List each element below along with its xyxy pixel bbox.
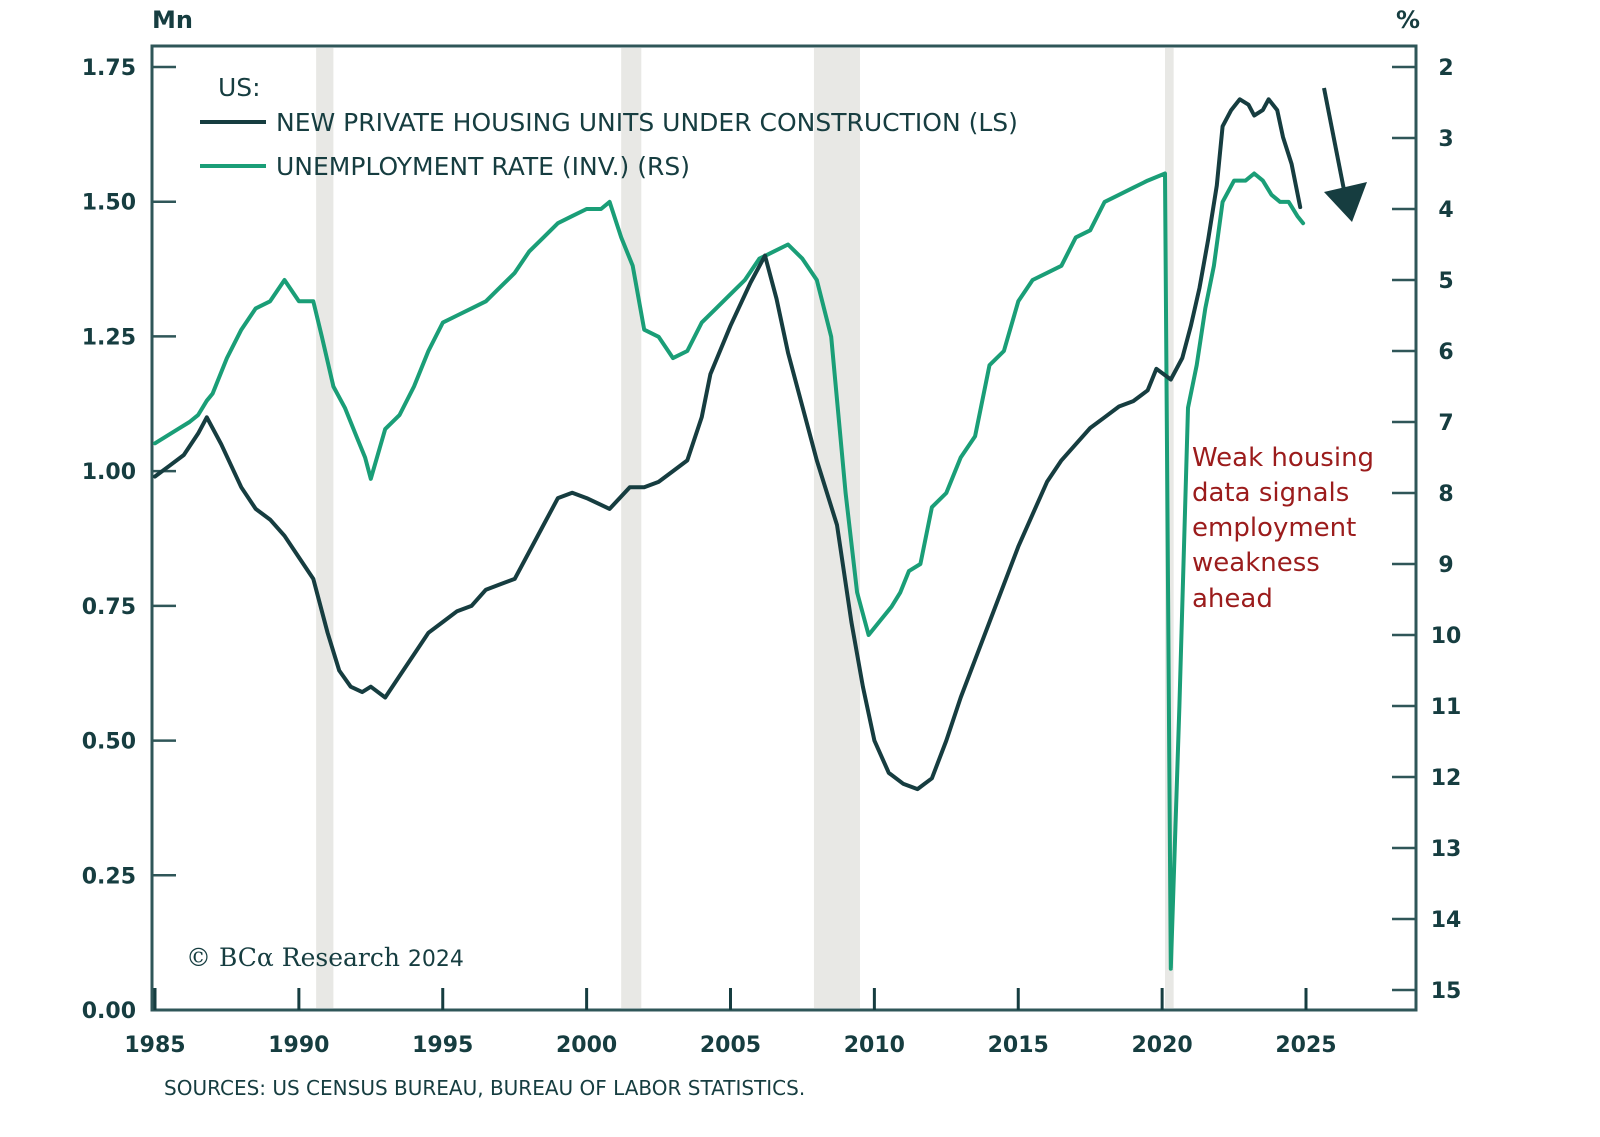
right-tick-label: 12	[1431, 766, 1462, 791]
recession-band	[316, 48, 334, 1008]
left-tick-label: 1.00	[82, 460, 136, 485]
annotation-line: employment	[1192, 513, 1356, 543]
right-tick-label: 7	[1438, 411, 1453, 436]
left-tick-label: 1.50	[82, 191, 136, 216]
housing-units-line	[153, 97, 1303, 792]
copyright-alpha: α	[257, 943, 274, 972]
left-tick-label: 1.75	[82, 56, 136, 81]
legend-label-housing: NEW PRIVATE HOUSING UNITS UNDER CONSTRUC…	[276, 108, 1018, 137]
down-arrow-icon	[1322, 87, 1367, 222]
right-tick-label: 14	[1431, 908, 1462, 933]
right-tick-label: 8	[1438, 482, 1453, 507]
right-tick-label: 13	[1431, 837, 1462, 862]
x-tick-label: 1985	[124, 1033, 185, 1058]
right-tick-label: 10	[1431, 624, 1462, 649]
left-tick-label: 1.25	[82, 325, 136, 350]
right-tick-label: 5	[1438, 269, 1453, 294]
series-lines	[153, 97, 1306, 971]
copyright-year: 2024	[408, 947, 464, 972]
x-tick-label: 2020	[1132, 1033, 1193, 1058]
annotation-line: ahead	[1192, 584, 1273, 614]
x-tick-label: 1995	[412, 1033, 473, 1058]
source-note: SOURCES: US CENSUS BUREAU, BUREAU OF LAB…	[164, 1076, 805, 1100]
copyright-prefix: © BC	[186, 943, 257, 972]
copyright-name: Research	[274, 943, 408, 972]
right-tick-label: 2	[1438, 56, 1453, 81]
right-tick-label: 3	[1438, 127, 1453, 152]
legend-title: US:	[218, 73, 261, 102]
left-tick-label: 0.50	[82, 730, 136, 755]
right-tick-label: 15	[1431, 979, 1462, 1004]
annotation-line: Weak housing	[1192, 443, 1374, 473]
right-tick-label: 6	[1438, 340, 1453, 365]
legend-label-unemployment: UNEMPLOYMENT RATE (INV.) (RS)	[276, 152, 690, 181]
annotation: Weak housing data signals employment wea…	[1192, 443, 1374, 614]
right-tick-label: 4	[1438, 198, 1453, 223]
left-axis-unit: Mn	[152, 6, 193, 34]
copyright: © BCα Research 2024	[186, 943, 464, 972]
x-tick-label: 2025	[1275, 1033, 1336, 1058]
right-axis: 2 3 4 5 6 7 8 9 10 11 12 13 14 15	[1392, 56, 1461, 1004]
right-axis-unit: %	[1396, 6, 1420, 34]
x-tick-label: 1990	[268, 1033, 329, 1058]
right-tick-label: 9	[1438, 553, 1453, 578]
recession-bands	[316, 48, 1174, 1008]
annotation-line: data signals	[1192, 478, 1349, 508]
legend: US: NEW PRIVATE HOUSING UNITS UNDER CONS…	[200, 73, 1018, 181]
right-tick-label: 11	[1431, 695, 1462, 720]
plot-frame	[150, 44, 1418, 1012]
x-tick-label: 2010	[844, 1033, 905, 1058]
x-axis: 1985 1990 1995 2000 2005 2010 2015 2020 2025	[124, 988, 1337, 1058]
left-tick-label: 0.00	[82, 999, 136, 1024]
recession-band	[621, 48, 642, 1008]
left-tick-label: 0.75	[82, 595, 136, 620]
annotation-line: weakness	[1192, 548, 1320, 578]
left-tick-label: 0.25	[82, 864, 136, 889]
unemployment-rate-line	[153, 171, 1306, 971]
left-axis: 0.00 0.25 0.50 0.75 1.00 1.25 1.50 1.75	[82, 56, 176, 1024]
x-tick-label: 2015	[988, 1033, 1049, 1058]
x-tick-label: 2005	[700, 1033, 761, 1058]
x-tick-label: 2000	[556, 1033, 617, 1058]
